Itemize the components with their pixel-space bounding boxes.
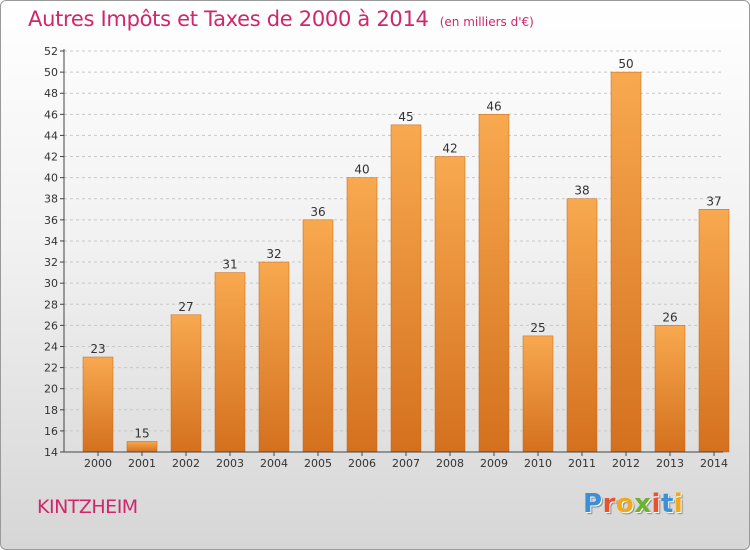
bar-value-label: 45 [398,110,413,124]
bar [654,325,686,453]
logo-letter: i [673,489,684,519]
logo-letter: t [660,489,674,519]
logo-letter: r [602,489,616,519]
y-tick-label: 50 [44,66,58,79]
proxiti-logo[interactable]: Proxiti [583,489,683,519]
y-tick-label: 20 [44,383,58,396]
bar-value-label: 25 [530,321,545,335]
chart-title: Autres Impôts et Taxes de 2000 à 2014 [28,7,429,31]
y-tick-label: 18 [44,404,58,417]
x-tick-label: 2007 [392,457,420,470]
bar-value-label: 38 [574,184,589,198]
y-tick-label: 40 [44,172,58,185]
bar [566,198,598,453]
x-tick-label: 2013 [656,457,684,470]
x-tick-label: 2003 [216,457,244,470]
bar [82,356,114,453]
x-tick-label: 2002 [172,457,200,470]
x-tick-label: 2006 [348,457,376,470]
y-tick-label: 14 [44,446,58,459]
y-tick-label: 30 [44,277,58,290]
bar [390,124,422,453]
bar-value-label: 23 [90,342,105,356]
place-name: KINTZHEIM [37,496,138,518]
bar-value-label: 26 [662,310,677,324]
x-tick-label: 2000 [84,457,112,470]
logo-letter: o [615,489,635,519]
x-tick-label: 2001 [128,457,156,470]
x-tick-label: 2009 [480,457,508,470]
x-tick-label: 2004 [260,457,288,470]
y-tick-label: 32 [44,256,58,269]
y-tick-label: 28 [44,298,58,311]
y-tick-label: 46 [44,108,58,121]
logo-letter: P [583,489,603,519]
bar [258,261,290,453]
x-tick-label: 2012 [612,457,640,470]
bar-value-label: 31 [222,258,237,272]
y-tick-label: 36 [44,214,58,227]
bar [126,441,158,453]
logo-letter: x [634,489,652,519]
y-tick-label: 44 [44,129,58,142]
y-tick-label: 22 [44,362,58,375]
bar-value-label: 37 [706,194,721,208]
y-tick-label: 26 [44,319,58,332]
y-tick-label: 48 [44,87,58,100]
bar [434,156,466,453]
bar [610,71,642,453]
x-tick-label: 2008 [436,457,464,470]
bar [170,314,202,453]
bar-value-label: 27 [178,300,193,314]
logo-letter: i [651,489,661,519]
bar [346,177,378,453]
bar-value-label: 15 [134,426,149,440]
y-tick-label: 42 [44,151,58,164]
y-tick-label: 16 [44,425,58,438]
bar-value-label: 40 [354,163,369,177]
x-tick-label: 2005 [304,457,332,470]
x-tick-label: 2011 [568,457,596,470]
bar-value-label: 46 [486,99,501,113]
y-tick-label: 34 [44,235,58,248]
bar-value-label: 32 [266,247,281,261]
bar [478,114,510,453]
bar-value-label: 42 [442,142,457,156]
chart-subtitle: (en milliers d'€) [439,15,534,29]
y-tick-label: 52 [44,45,58,58]
bar [698,209,730,453]
x-tick-label: 2010 [524,457,552,470]
bar [214,272,246,453]
bar-value-label: 36 [310,205,325,219]
bar [302,219,334,453]
x-tick-label: 2014 [700,457,728,470]
bar-value-label: 50 [618,57,633,71]
chart-title-block: Autres Impôts et Taxes de 2000 à 2014 (e… [28,7,534,31]
bar [522,335,554,453]
y-tick-label: 38 [44,193,58,206]
y-tick-label: 24 [44,340,58,353]
